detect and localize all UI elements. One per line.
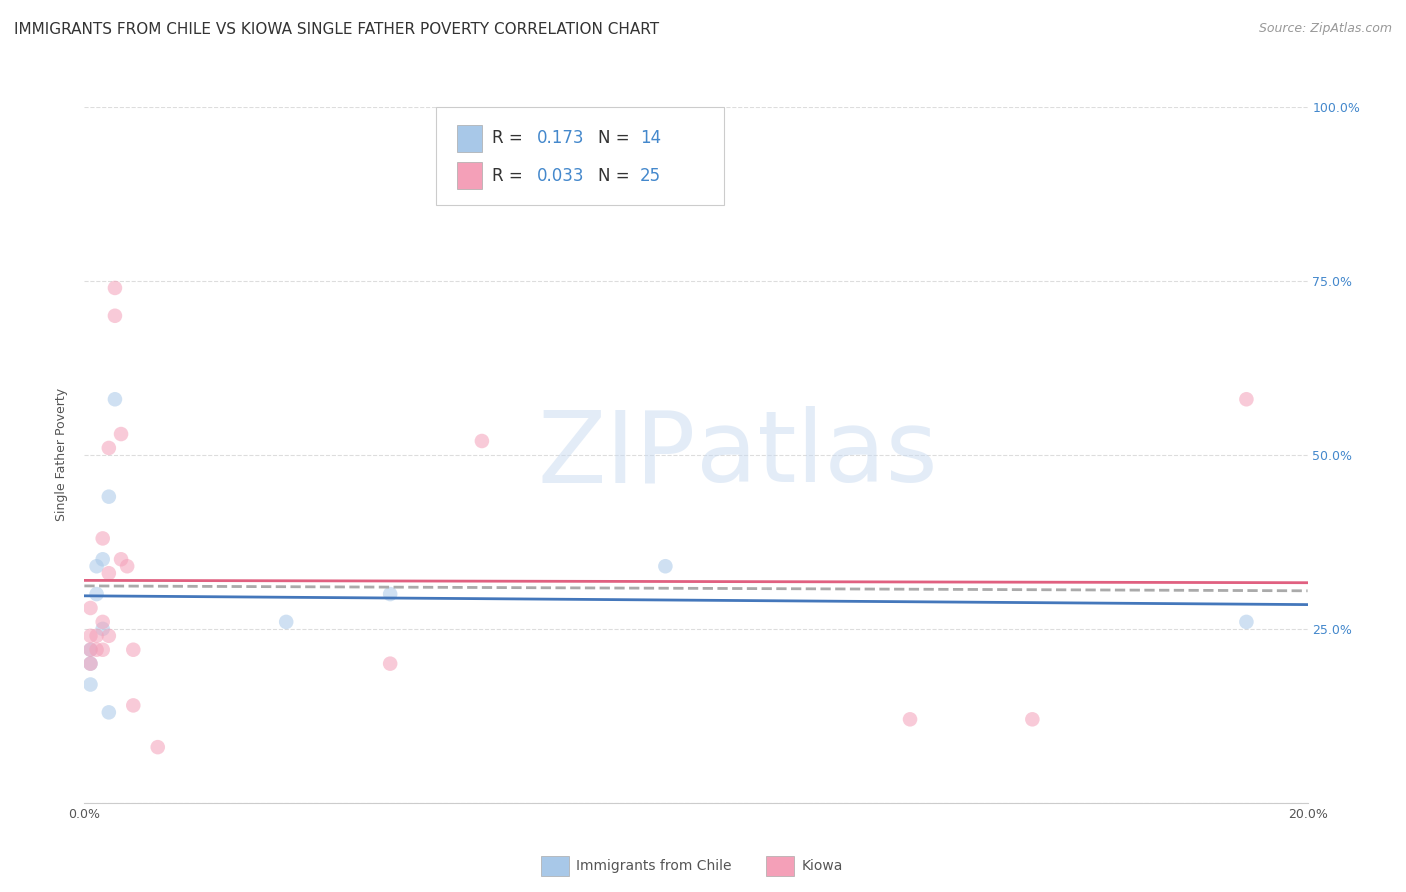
Point — [91, 622, 114, 636]
Text: R =: R = — [492, 167, 529, 185]
Point — [104, 309, 127, 323]
Point — [1236, 392, 1258, 407]
Point — [79, 657, 101, 671]
Point — [654, 559, 676, 574]
Text: ZIP: ZIP — [537, 407, 696, 503]
Point — [110, 552, 132, 566]
Text: 0.173: 0.173 — [537, 129, 585, 147]
Text: 25: 25 — [640, 167, 661, 185]
Point — [79, 677, 101, 691]
Text: Kiowa: Kiowa — [801, 859, 842, 873]
Point — [380, 657, 402, 671]
Point — [86, 642, 108, 657]
Point — [122, 698, 145, 713]
Text: Source: ZipAtlas.com: Source: ZipAtlas.com — [1258, 22, 1392, 36]
Point — [471, 434, 494, 448]
Point — [146, 740, 169, 755]
Point — [1021, 712, 1043, 726]
Point — [104, 281, 127, 295]
Point — [97, 490, 120, 504]
Point — [122, 642, 145, 657]
Point — [86, 559, 108, 574]
Point — [91, 532, 114, 546]
Point — [79, 642, 101, 657]
Point — [898, 712, 921, 726]
Point — [86, 629, 108, 643]
Text: N =: N = — [598, 129, 634, 147]
Point — [91, 615, 114, 629]
Text: 0.033: 0.033 — [537, 167, 585, 185]
Point — [86, 587, 108, 601]
Point — [1236, 615, 1258, 629]
Point — [79, 629, 101, 643]
Text: R =: R = — [492, 129, 529, 147]
Point — [79, 657, 101, 671]
Text: atlas: atlas — [696, 407, 938, 503]
Point — [110, 427, 132, 442]
Point — [104, 392, 127, 407]
Point — [91, 642, 114, 657]
Point — [79, 601, 101, 615]
Point — [115, 559, 138, 574]
Point — [97, 629, 120, 643]
Point — [97, 441, 120, 455]
Point — [97, 566, 120, 581]
Text: N =: N = — [598, 167, 634, 185]
Point — [276, 615, 298, 629]
Text: Immigrants from Chile: Immigrants from Chile — [576, 859, 733, 873]
Point — [97, 706, 120, 720]
Text: IMMIGRANTS FROM CHILE VS KIOWA SINGLE FATHER POVERTY CORRELATION CHART: IMMIGRANTS FROM CHILE VS KIOWA SINGLE FA… — [14, 22, 659, 37]
Point — [380, 587, 402, 601]
Y-axis label: Single Father Poverty: Single Father Poverty — [55, 388, 69, 522]
Point — [79, 642, 101, 657]
Point — [91, 552, 114, 566]
Text: 14: 14 — [640, 129, 661, 147]
